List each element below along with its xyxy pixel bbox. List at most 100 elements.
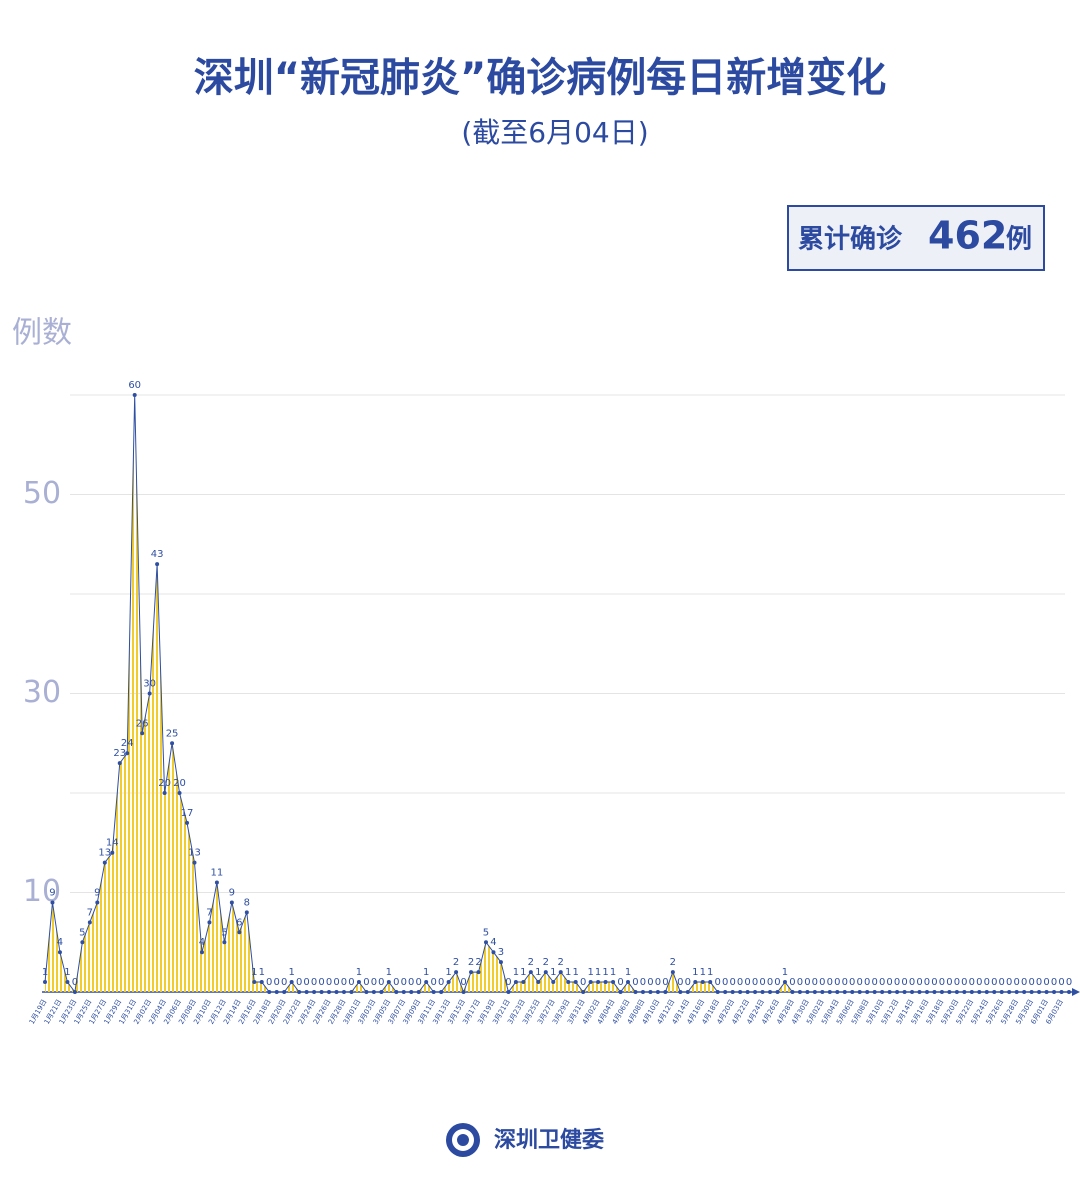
data-label: 0 bbox=[371, 977, 377, 988]
point bbox=[1014, 990, 1019, 994]
data-label: 1 bbox=[535, 967, 541, 978]
y-tick-label: 10 bbox=[23, 874, 61, 909]
point bbox=[244, 910, 249, 915]
point bbox=[476, 970, 481, 975]
data-label: 0 bbox=[946, 977, 952, 988]
point bbox=[439, 990, 444, 994]
data-label: 9 bbox=[94, 887, 100, 898]
point bbox=[132, 393, 137, 397]
data-label: 7 bbox=[206, 907, 212, 918]
point bbox=[125, 751, 130, 756]
total-prefix: 累计确诊 bbox=[798, 224, 903, 255]
point bbox=[95, 900, 100, 905]
point bbox=[603, 980, 608, 985]
point bbox=[842, 990, 847, 994]
data-label: 0 bbox=[744, 977, 750, 988]
point bbox=[850, 990, 855, 994]
point bbox=[685, 990, 690, 994]
point bbox=[581, 990, 586, 994]
data-label: 0 bbox=[311, 977, 317, 988]
point bbox=[341, 990, 346, 994]
data-label: 0 bbox=[894, 977, 900, 988]
point bbox=[992, 990, 997, 994]
data-label: 1 bbox=[288, 967, 294, 978]
point bbox=[57, 950, 62, 955]
data-label: 0 bbox=[871, 977, 877, 988]
point bbox=[43, 980, 47, 985]
point bbox=[312, 990, 317, 994]
point bbox=[700, 980, 705, 985]
point bbox=[199, 950, 204, 955]
data-label: 0 bbox=[1043, 977, 1049, 988]
point bbox=[924, 990, 929, 994]
data-label: 1 bbox=[386, 967, 392, 978]
data-label: 0 bbox=[640, 977, 646, 988]
point bbox=[297, 990, 302, 994]
data-label: 1 bbox=[602, 967, 608, 978]
data-label: 0 bbox=[460, 977, 466, 988]
data-label: 0 bbox=[916, 977, 922, 988]
point bbox=[917, 990, 922, 994]
data-label: 0 bbox=[408, 977, 414, 988]
data-label: 1 bbox=[520, 967, 526, 978]
data-label: 0 bbox=[961, 977, 967, 988]
data-label: 0 bbox=[393, 977, 399, 988]
point bbox=[939, 990, 944, 994]
point bbox=[782, 980, 787, 985]
point bbox=[1067, 990, 1071, 994]
data-label: 2 bbox=[670, 957, 676, 968]
point bbox=[491, 950, 496, 955]
point bbox=[857, 990, 862, 994]
data-label: 0 bbox=[1058, 977, 1064, 988]
point bbox=[678, 990, 683, 994]
point bbox=[147, 691, 152, 696]
point bbox=[50, 900, 55, 905]
data-label: 0 bbox=[1013, 977, 1019, 988]
data-label: 7 bbox=[87, 907, 93, 918]
point bbox=[730, 990, 735, 994]
data-label: 1 bbox=[707, 967, 713, 978]
point bbox=[820, 990, 825, 994]
data-label: 2 bbox=[528, 957, 534, 968]
data-label: 0 bbox=[281, 977, 287, 988]
point bbox=[977, 990, 982, 994]
point bbox=[454, 970, 459, 975]
point bbox=[528, 970, 533, 975]
point bbox=[633, 990, 638, 994]
data-label: 1 bbox=[356, 967, 362, 978]
data-label: 0 bbox=[1036, 977, 1042, 988]
point bbox=[558, 970, 563, 975]
point bbox=[349, 990, 354, 994]
point bbox=[498, 960, 503, 965]
point bbox=[812, 990, 817, 994]
point bbox=[177, 791, 182, 795]
point bbox=[185, 820, 190, 825]
point bbox=[416, 990, 421, 994]
data-label: 0 bbox=[662, 977, 668, 988]
data-label: 2 bbox=[475, 957, 481, 968]
data-label: 13 bbox=[188, 848, 201, 859]
data-label: 20 bbox=[173, 778, 186, 789]
data-label: 0 bbox=[774, 977, 780, 988]
point bbox=[954, 990, 959, 994]
point bbox=[588, 980, 593, 985]
data-label: 2 bbox=[543, 957, 549, 968]
point bbox=[304, 990, 309, 994]
total-value: 462 bbox=[928, 214, 1007, 258]
point bbox=[431, 990, 436, 994]
data-label: 1 bbox=[692, 967, 698, 978]
point bbox=[483, 940, 488, 945]
data-label: 0 bbox=[1051, 977, 1057, 988]
point bbox=[521, 980, 526, 985]
data-label: 0 bbox=[886, 977, 892, 988]
point bbox=[708, 980, 713, 985]
data-label: 0 bbox=[969, 977, 975, 988]
point bbox=[551, 980, 556, 985]
data-label: 6 bbox=[236, 917, 242, 928]
point bbox=[259, 980, 264, 985]
data-label: 0 bbox=[72, 977, 78, 988]
point bbox=[670, 970, 675, 975]
point bbox=[334, 990, 339, 994]
point bbox=[805, 990, 810, 994]
data-label: 4 bbox=[490, 937, 496, 948]
